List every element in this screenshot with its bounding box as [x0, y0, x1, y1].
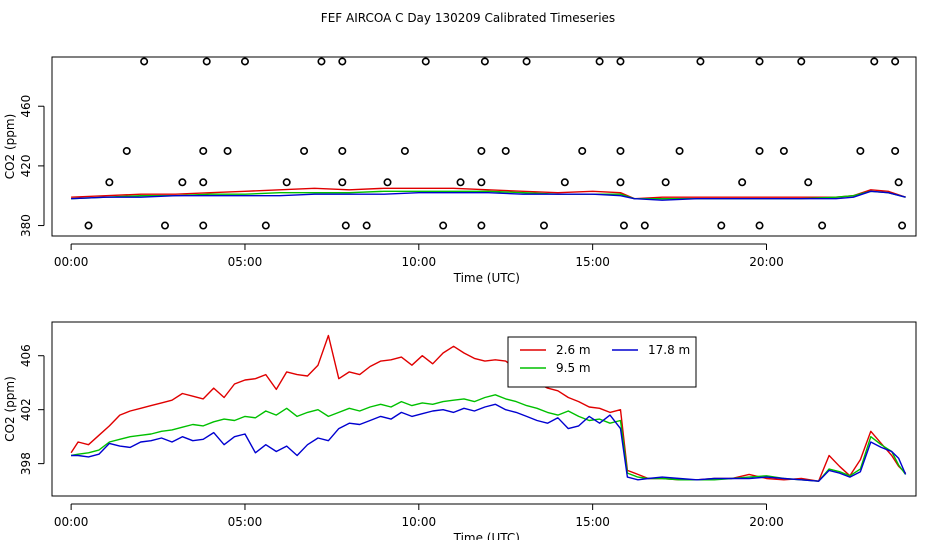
calibration-point	[160, 221, 169, 230]
calibration-point	[797, 57, 806, 66]
calibration-point	[804, 178, 813, 187]
x-tick-label: 10:00	[402, 255, 437, 269]
legend-label: 17.8 m	[648, 343, 690, 357]
plot-frame	[51, 321, 917, 497]
calibration-point	[338, 57, 347, 66]
top-panel: 00:00 05:00 10:00 15:00 20:00 Time (UTC) 380 42…	[3, 56, 917, 285]
calibration-point	[755, 221, 764, 230]
y-tick-label: 406	[19, 344, 33, 367]
calibration-point	[480, 57, 489, 66]
y-tick-label: 460	[19, 95, 33, 118]
calibration-point	[616, 178, 625, 187]
x-tick-label: 10:00	[402, 515, 437, 529]
legend-box	[507, 336, 697, 388]
series-line-2-6-m	[71, 187, 906, 200]
x-tick-label: 15:00	[575, 515, 610, 529]
calibration-point	[640, 221, 649, 230]
calibration-point	[818, 221, 827, 230]
calibration-point	[616, 57, 625, 66]
x-tick-label: 00:00	[54, 515, 89, 529]
calibration-point	[178, 178, 187, 187]
calibration-point	[421, 57, 430, 66]
x-tick-label: 20:00	[749, 255, 784, 269]
bottom-panel: 00:00 05:00 10:00 15:00 20:00 Time (UTC) 398 40…	[3, 321, 917, 540]
calibration-point	[898, 221, 907, 230]
calibration-point	[696, 57, 705, 66]
legend-label: 2.6 m	[556, 343, 591, 357]
y-tick-label: 398	[19, 452, 33, 475]
calibration-point	[477, 146, 486, 155]
series-line-9-5-m	[70, 394, 907, 482]
calibration-point	[261, 221, 270, 230]
calibration-point	[439, 221, 448, 230]
y-tick-label: 420	[19, 154, 33, 177]
calibration-point	[400, 146, 409, 155]
y-tick-label: 402	[19, 398, 33, 421]
series-line-17-8-m	[71, 190, 906, 201]
chart-title: FEF AIRCOA C Day 130209 Calibrated Times…	[321, 11, 615, 25]
plot-frame	[51, 56, 917, 237]
calibration-point	[619, 221, 628, 230]
calibration-point	[140, 57, 149, 66]
calibration-point	[199, 178, 208, 187]
calibration-point	[894, 178, 903, 187]
calibration-point	[199, 146, 208, 155]
calibration-point	[522, 57, 531, 66]
calibration-point	[456, 178, 465, 187]
calibration-point	[338, 178, 347, 187]
calibration-point	[755, 57, 764, 66]
y-axis-label: CO2 (ppm)	[3, 376, 17, 442]
calibration-point	[560, 178, 569, 187]
calibration-point	[661, 178, 670, 187]
calibration-point	[616, 146, 625, 155]
calibration-point	[578, 146, 587, 155]
calibration-point	[317, 57, 326, 66]
calibration-point	[675, 146, 684, 155]
calibration-point	[738, 178, 747, 187]
calibration-point	[199, 221, 208, 230]
calibration-point	[870, 57, 879, 66]
calibration-point	[477, 221, 486, 230]
calibration-point	[891, 146, 900, 155]
calibration-point	[202, 57, 211, 66]
calibration-point	[84, 221, 93, 230]
series-line-9-5-m	[71, 190, 906, 200]
calibration-point	[856, 146, 865, 155]
y-tick-label: 380	[19, 214, 33, 237]
calibration-point	[891, 57, 900, 66]
calibration-point	[501, 146, 510, 155]
x-tick-label: 00:00	[54, 255, 89, 269]
calibration-point	[717, 221, 726, 230]
calibration-point	[341, 221, 350, 230]
calibration-point	[300, 146, 309, 155]
x-axis-label: Time (UTC)	[453, 271, 520, 285]
x-tick-label: 20:00	[749, 515, 784, 529]
x-tick-label: 05:00	[228, 255, 263, 269]
calibration-point	[338, 146, 347, 155]
x-tick-label: 15:00	[575, 255, 610, 269]
calibration-point	[779, 146, 788, 155]
legend-label: 9.5 m	[556, 361, 591, 375]
calibration-point	[282, 178, 291, 187]
y-axis-label: CO2 (ppm)	[3, 114, 17, 180]
x-tick-label: 05:00	[228, 515, 263, 529]
x-axis-label: Time (UTC)	[453, 531, 520, 540]
calibration-point	[595, 57, 604, 66]
calibration-point	[477, 178, 486, 187]
calibration-point	[105, 178, 114, 187]
calibration-point	[122, 146, 131, 155]
calibration-point	[755, 146, 764, 155]
calibration-point	[240, 57, 249, 66]
series-line-2-6-m	[70, 334, 907, 482]
calibration-point	[362, 221, 371, 230]
calibration-point	[223, 146, 232, 155]
calibration-point	[539, 221, 548, 230]
calibration-point	[383, 178, 392, 187]
series-line-17-8-m	[71, 403, 907, 482]
